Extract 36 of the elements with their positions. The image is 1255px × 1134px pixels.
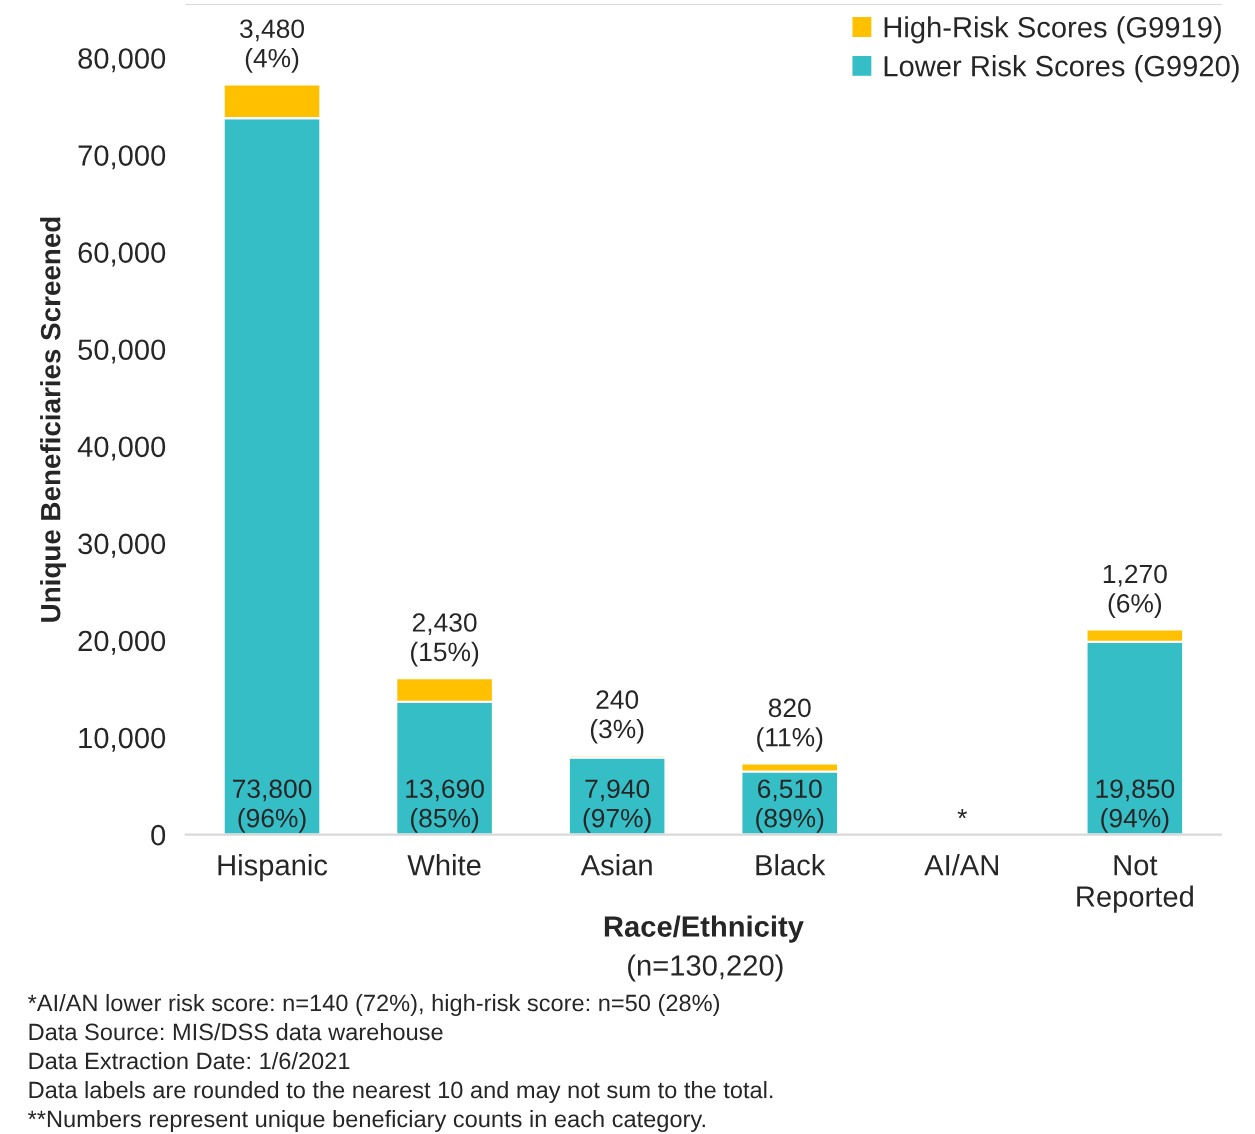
y-tick-label: 0 — [151, 824, 166, 846]
y-tick-label: 40,000 — [77, 436, 166, 461]
text: **Numbers represent unique beneficiary counts in each category. — [27, 1109, 705, 1133]
data-label: 2,430 (15%) — [411, 613, 479, 667]
x-tick-label: White — [407, 854, 481, 876]
text: (n=130,220) — [628, 954, 783, 982]
text: *AI/AN lower risk score: n=140 (72%), high-risk score: n=50 (28%) — [27, 993, 720, 1017]
data-label: 13,690 (85%) — [406, 779, 484, 833]
data-label: 6,510 (89%) — [756, 779, 824, 833]
x-tick-label: Asian — [580, 854, 652, 876]
x-tick-label: AI/AN — [924, 854, 998, 876]
data-label: * — [957, 809, 967, 819]
x-tick-label: Not Reported — [1077, 855, 1193, 913]
y-tick-label: 60,000 — [78, 242, 166, 267]
x-tick-label: Hispanic — [218, 854, 328, 882]
text: Data Extraction Date: 1/6/2021 — [29, 1051, 350, 1070]
legend-label: High-Risk Scores (G9919) — [884, 16, 1221, 44]
y-tick-label: 80,000 — [78, 48, 166, 73]
data-label: 7,940 (97%) — [583, 779, 651, 833]
y-tick-label: 30,000 — [78, 533, 166, 558]
text: Data labels are rounded to the nearest 10 and may not sum to the total. — [29, 1080, 773, 1104]
data-label: 73,800 (96%) — [233, 779, 312, 833]
data-label: 3,480 (4%) — [240, 19, 305, 73]
x-tick-label: Black — [756, 854, 826, 876]
x-axis-title: Race/Ethnicity — [604, 915, 804, 943]
data-label: 1,270 (6%) — [1103, 564, 1167, 618]
y-axis-title: Unique Beneficiaries Screened — [40, 217, 66, 622]
data-label: 19,850 (94%) — [1096, 779, 1175, 833]
y-tick-label: 70,000 — [78, 145, 166, 170]
data-label: 240 (3%) — [590, 690, 644, 744]
y-tick-label: 20,000 — [78, 630, 166, 655]
y-tick-label: 50,000 — [78, 339, 166, 364]
source-note: Data Source: MIS/DSS data warehouse — [29, 1022, 443, 1041]
y-tick-label: 10,000 — [79, 727, 166, 752]
data-label: 820 (11%) — [757, 698, 823, 752]
legend-label: Lower Risk Scores (G9920) — [884, 55, 1239, 83]
